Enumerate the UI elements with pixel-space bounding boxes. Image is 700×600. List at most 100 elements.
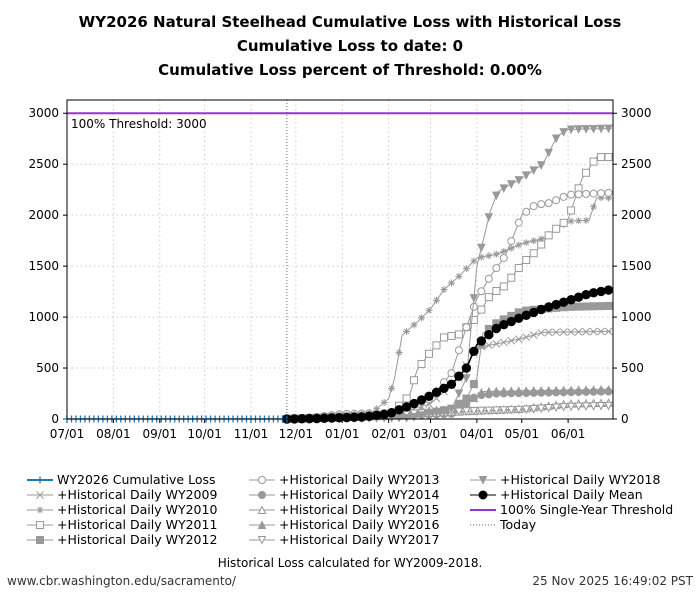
marker-circle [603,285,614,295]
legend-item-historical-daily-wy2009: +Historical Daily WY2009 [25,487,217,502]
threshold-swatch-icon [470,508,496,511]
source-url[interactable]: www.cbr.washington.edu/sacramento/ [7,574,236,588]
marker-triangle-up [574,385,583,394]
marker-circle [514,218,523,227]
marker-square [484,293,493,302]
marker-circle [484,274,493,283]
marker-circle [258,475,266,484]
marker-x [529,331,538,339]
marker-triangle-up [604,384,613,394]
marker-circle [461,363,472,373]
marker-circle [478,490,488,499]
marker-circle [544,199,553,208]
legend-label: Today [500,517,537,532]
marker-square [597,153,606,162]
marker-triangle-up [492,386,501,396]
y-tick-label-right: 500 [621,361,644,375]
marker-star [500,247,508,255]
marker-star [507,244,515,252]
marker-x [567,328,575,336]
marker-star [440,286,448,294]
y-tick-label-right: 2500 [621,157,652,171]
marker-star [380,398,388,406]
marker-triangle-down [257,535,267,545]
marker-circle [507,237,516,246]
marker-circle [431,387,442,398]
marker-square [544,231,553,240]
marker-square [454,330,463,339]
marker-triangle-down [492,406,501,416]
marker-circle [499,253,508,262]
marker-circle [567,190,576,199]
x-tick-label: 02/01 [371,427,406,441]
marker-circle [588,288,599,298]
marker-triangle-up [514,386,524,395]
marker-square [410,376,419,385]
marker-star [567,217,575,225]
marker-square [36,535,44,544]
plot-area: 0 0 500 500 1000 1000 1500 1500 2000 2000 2500 2500… [28,99,652,441]
marker-circle [537,200,546,209]
marker-triangle-down [506,406,516,415]
marker-triangle-up [581,385,591,394]
marker-square [604,153,613,162]
marker-square [567,206,576,215]
marker-triangle-up [521,386,531,395]
x-tick-label: 09/01 [142,427,177,441]
x-tick-label: 08/01 [96,427,131,441]
marker-triangle-down [402,414,411,423]
legend-swatch-icon [470,490,496,499]
marker-circle [559,192,568,201]
marker-triangle-up [499,386,509,396]
legend-col-2: +Historical Daily WY2013 +Historical Dail… [247,472,439,547]
legend-label: +Historical Daily WY2010 [57,502,218,517]
marker-triangle-down [492,191,501,201]
plot-frame [66,99,614,420]
marker-star [373,405,381,413]
marker-triangle-down [536,404,546,414]
marker-star [477,253,485,261]
x-tick-label: 12/01 [279,427,314,441]
marker-star [425,306,433,314]
marker-triangle-down [424,409,434,419]
marker-x [514,335,523,343]
marker-square [417,359,426,368]
marker-circle [597,189,606,198]
marker-circle [469,346,479,356]
marker-star [388,384,396,392]
marker-x [589,327,598,336]
x-tick-label: 05/01 [504,427,539,441]
chart-subtitle-percent: Cumulative Loss percent of Threshold: 0.… [158,61,542,79]
y-tick-label-right: 1000 [621,310,652,324]
marker-square [552,224,561,233]
marker-x [492,340,501,348]
marker-square [582,302,591,311]
marker-triangle-down [484,406,494,416]
legend-label: +Historical Daily WY2017 [279,532,440,547]
legend-swatch-icon [249,519,275,529]
marker-square [499,282,508,291]
marker-circle [552,196,561,205]
marker-triangle-down [454,389,464,399]
marker-square [432,341,441,350]
marker-square [507,273,516,282]
marker-square [477,305,486,314]
y-tick-label: 2500 [28,157,59,171]
legend-label: +Historical Daily WY2014 [279,487,440,502]
legend-item-historical-daily-wy2014: +Historical Daily WY2014 [247,487,439,502]
x-tick-label: 11/01 [234,427,269,441]
marker-circle [416,395,427,405]
marker-triangle-down [469,294,479,303]
marker-square [604,301,613,310]
legend-label: +Historical Daily WY2018 [500,472,661,487]
x-tick-label: 10/01 [187,427,222,441]
marker-x [499,338,508,347]
legend-label: WY2026 Cumulative Loss [57,472,216,487]
legend-item-threshold: 100% Single-Year Threshold [468,502,673,517]
today-swatch-icon [470,524,496,525]
marker-triangle-down [469,406,479,416]
marker-plus [36,476,44,483]
marker-triangle-down [478,475,488,485]
marker-triangle-down [596,401,606,411]
